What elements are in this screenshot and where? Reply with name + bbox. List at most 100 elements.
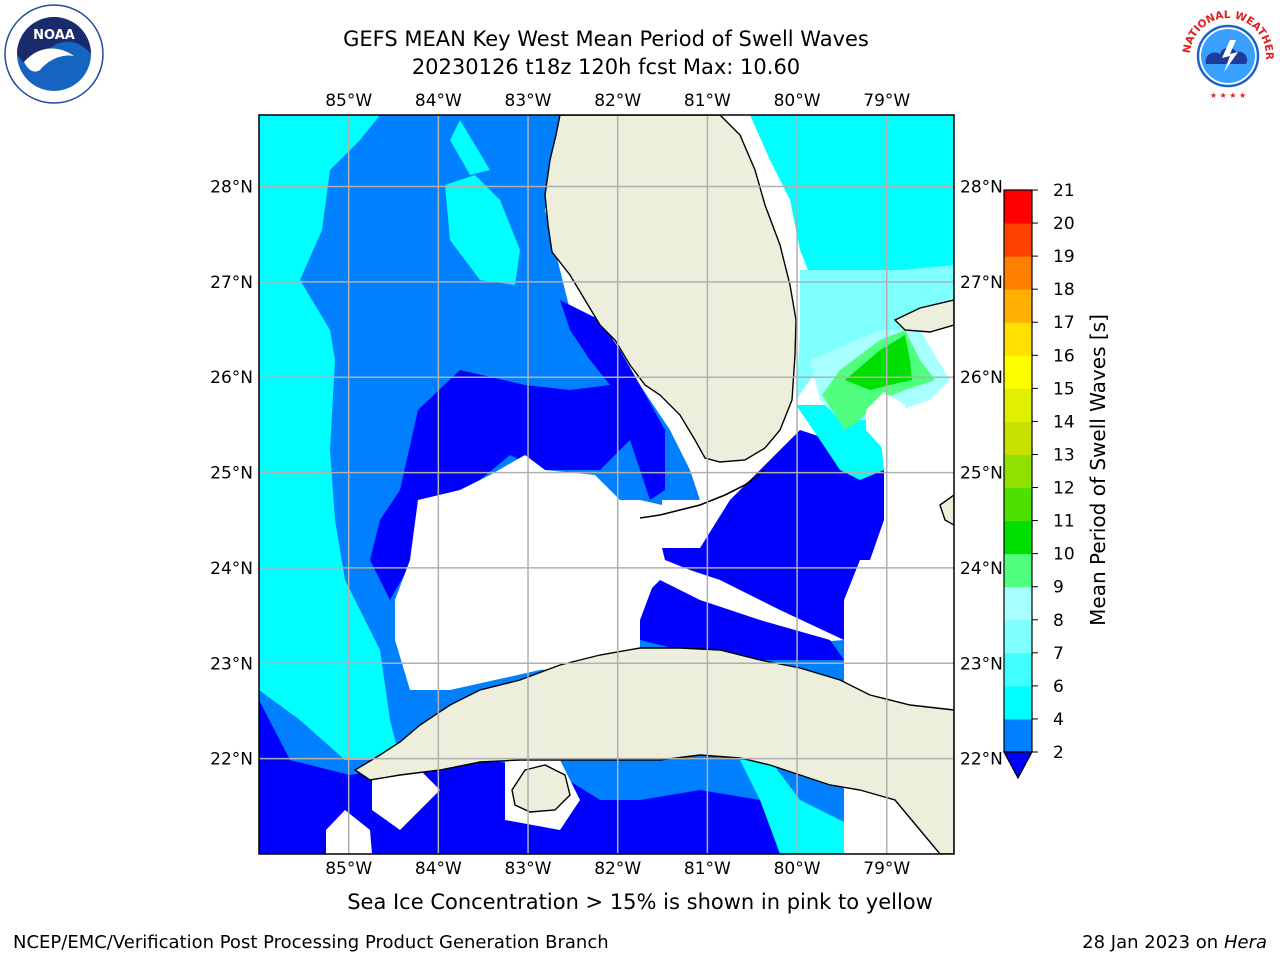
lon-tick-label-top: 83°W [505,91,552,111]
florida-keys [639,469,766,519]
contour-6-7-east-low [796,405,884,480]
map-subtitle: 20230126 t18z 120h fcst Max: 10.60 [411,55,801,79]
cuba-land [353,647,954,854]
footer-host: Hera [1223,932,1267,953]
colorbar-tick-label: 6 [1053,677,1064,697]
no-data-strait [662,500,720,548]
colorbar-tick-label: 17 [1053,313,1075,333]
map-frame [258,114,955,855]
lat-tick-label-left: 22°N [210,750,253,770]
footer-credit: NCEP/EMC/Verification Post Processing Pr… [13,932,609,953]
colorbar-extend-min [1002,751,1034,780]
lat-ticks-right: 28°N 27°N 26°N 25°N 24°N 23°N 22°N [960,178,1003,770]
colorbar-label: Mean Period of Swell Waves [s] [1086,314,1110,626]
contour-6-7-west [259,115,400,760]
lat-tick-label-right: 28°N [960,178,1003,198]
colorbar-segment [1004,652,1032,687]
contour-under-2-straits [662,430,884,640]
lat-tick-label-right: 24°N [960,559,1003,579]
lat-tick-label-left: 23°N [210,654,253,674]
bahamas-land [893,299,954,333]
lon-tick-label-top: 85°W [325,91,372,111]
lon-tick-label-bottom: 85°W [325,859,372,879]
contour-11-12 [845,335,912,390]
lon-tick-label-bottom: 81°W [684,859,731,879]
colorbar-segment [1004,289,1032,323]
colorbar-segment [1004,553,1032,588]
colorbar-tick-label: 12 [1053,479,1075,499]
colorbar-tick-label: 18 [1053,280,1075,300]
lon-tick-label-bottom: 82°W [594,859,641,879]
colorbar-segment [1004,322,1032,356]
colorbar-segment [1004,586,1032,621]
lon-tick-label-top: 80°W [774,91,821,111]
florida-land [544,115,797,463]
colorbar-tick-label: 8 [1053,611,1064,631]
colorbar-segment [1004,454,1032,489]
lat-tick-label-left: 27°N [210,273,253,293]
isle-of-youth-land [511,764,571,813]
colorbar-frame [1003,189,1033,753]
no-data-bahamas [866,392,905,450]
colorbar-segment [1004,355,1032,389]
grid-lines [259,115,954,854]
nws-logo-icon: NATIONAL WEATHER SERVICE ★ ★ ★ ★ [1178,4,1275,103]
colorbar-tick-label: 16 [1053,346,1075,366]
lat-ticks-left: 28°N 27°N 26°N 25°N 24°N 23°N 22°N [210,178,253,770]
lon-tick-label-top: 82°W [594,91,641,111]
colorbar-tick-label: 15 [1053,379,1075,399]
footer-date-text: 28 Jan 2023 on [1082,932,1224,953]
contour-6-7-north2 [450,120,490,175]
contour-under-2-north [560,300,640,385]
colorbar-segment [1004,487,1032,522]
footer-date: 28 Jan 2023 on Hera [1082,932,1267,953]
no-data-bottom-4 [844,800,884,854]
noaa-logo-text: NOAA [33,28,75,43]
lat-tick-label-left: 26°N [210,368,253,388]
colorbar-segment [1004,256,1032,290]
lat-tick-label-left: 24°N [210,559,253,579]
colorbar-tick-label: 4 [1053,710,1064,730]
lon-tick-label-top: 81°W [684,91,731,111]
lat-tick-label-right: 23°N [960,654,1003,674]
colorbar-tick-label: 7 [1053,644,1064,664]
lat-tick-label-right: 26°N [960,368,1003,388]
noaa-logo-icon: NOAA [4,4,104,104]
map-title: GEFS MEAN Key West Mean Period of Swell … [343,27,869,51]
colorbar-segment [1004,685,1032,720]
caption: Sea Ice Concentration > 15% is shown in … [347,890,933,914]
contour-6-7-east [750,115,954,300]
lat-tick-label-left: 28°N [210,178,253,198]
lon-tick-label-top: 79°W [863,91,910,111]
colorbar-segment [1004,619,1032,654]
contour-under-2-strait-south [640,580,844,660]
colorbar-tick-label: 2 [1053,743,1064,763]
colorbar-tick-label: 9 [1053,578,1064,598]
colorbar-tick-label: 13 [1053,445,1075,465]
lon-ticks-bottom: 85°W 84°W 83°W 82°W 81°W 80°W 79°W [325,859,910,879]
lon-tick-label-bottom: 83°W [505,859,552,879]
colorbar-segment [1004,388,1032,422]
lon-tick-label-bottom: 79°W [863,859,910,879]
colorbar-tick-label: 10 [1053,545,1075,565]
lon-tick-label-top: 84°W [415,91,462,111]
lat-tick-label-right: 25°N [960,464,1003,484]
colorbar-tick-label: 20 [1053,214,1075,234]
colorbar-tick-label: 11 [1053,512,1075,532]
lat-tick-label-right: 22°N [960,750,1003,770]
swell-period-field [259,115,954,854]
svg-text:★ ★ ★ ★: ★ ★ ★ ★ [1210,91,1246,100]
colorbar-segment [1004,718,1032,753]
contour-6-7-north [445,175,520,285]
colorbar-tick-label: 19 [1053,247,1075,267]
colorbar-segment [1004,223,1032,257]
colorbar-segment [1004,421,1032,455]
colorbar-tick-label: 21 [1053,181,1075,201]
contour-under-2-central [370,370,665,600]
lon-ticks-top: 85°W 84°W 83°W 82°W 81°W 80°W 79°W [325,91,910,111]
colorbar-segment [1004,190,1032,224]
lon-tick-label-bottom: 84°W [415,859,462,879]
colorbar-tick-label: 14 [1053,412,1075,432]
